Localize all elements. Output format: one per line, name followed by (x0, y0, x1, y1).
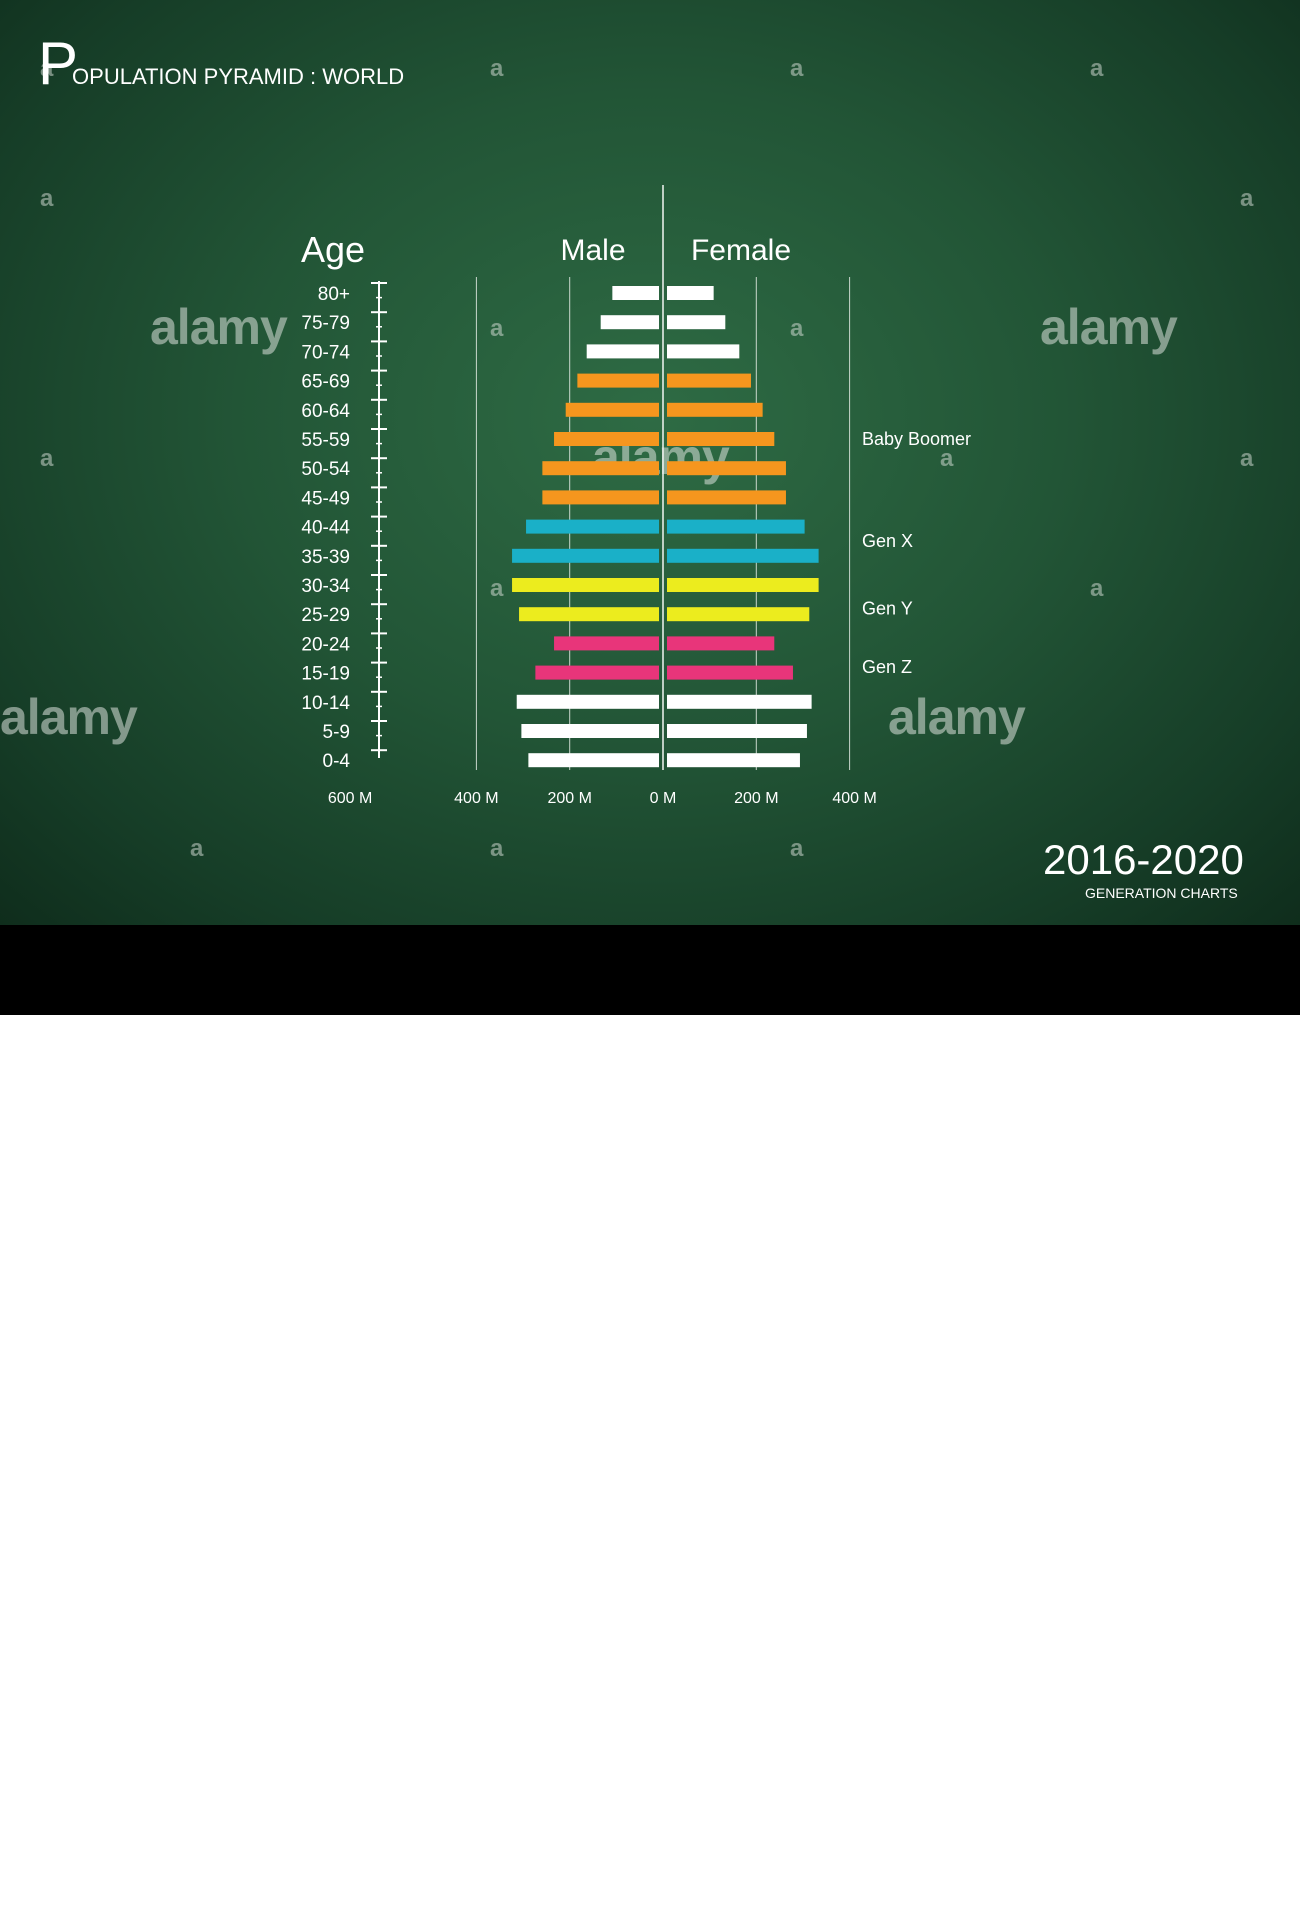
age-group-label: 80+ (318, 284, 350, 305)
female-bar (667, 461, 786, 476)
watermark-logo: alamy (888, 689, 1026, 745)
male-bar (535, 665, 659, 680)
male-bar (586, 344, 659, 359)
watermark-letter: a (940, 445, 954, 472)
male-bar (612, 286, 659, 300)
male-bar (542, 461, 659, 476)
period-label: 2016-2020 (1043, 836, 1244, 883)
female-bar (667, 548, 819, 563)
age-group-label: 0-4 (323, 751, 351, 772)
age-group-label: 75-79 (301, 313, 350, 334)
population-pyramid-chart: Male Female Age 80+ 75-79 70-74 65-69 60-64 55-5… (301, 185, 971, 807)
female-bar (667, 578, 819, 592)
male-bar (516, 694, 659, 709)
female-bar (667, 724, 807, 738)
x-tick-label: 0 M (650, 790, 677, 807)
age-group-label: 55-59 (301, 430, 350, 451)
x-tick-label: 400 M (454, 790, 498, 807)
male-bar (554, 636, 659, 651)
female-bar (667, 519, 805, 534)
age-group-label: 50-54 (301, 459, 350, 480)
age-group-label: 25-29 (301, 605, 350, 626)
male-bar (565, 402, 659, 417)
title-initial: P (38, 30, 79, 97)
male-bar (528, 753, 659, 768)
male-bar (526, 519, 659, 534)
watermark-letter: a (490, 315, 504, 342)
age-group-label: 5-9 (323, 722, 350, 743)
watermark-letter: a (1240, 185, 1254, 212)
watermark-logo: alamy (0, 689, 138, 745)
footer-image-id: GKNH1J (1194, 1877, 1250, 1893)
page-title: POPULATION PYRAMID : WORLD (38, 34, 404, 94)
female-bar (667, 694, 812, 709)
watermark-letter: a (790, 315, 804, 342)
watermark-letter: a (790, 55, 804, 82)
age-axis-title: Age (301, 229, 365, 270)
age-group-label: 35-39 (301, 547, 350, 568)
watermark-letter: a (1240, 445, 1254, 472)
female-bar (667, 286, 714, 300)
chalkboard: a a a a a a a a a a a a a a a a alamy al… (0, 0, 1300, 925)
generation-label: Gen X (862, 531, 913, 551)
female-bar (667, 607, 810, 622)
female-header: Female (691, 234, 791, 267)
title-text: OPULATION PYRAMID : WORLD (72, 64, 405, 89)
age-group-label: 10-14 (301, 693, 350, 714)
female-bar (667, 665, 793, 680)
female-bar (667, 490, 786, 505)
generation-label: Gen Z (862, 657, 912, 677)
x-tick-label: 600 M (328, 790, 372, 807)
x-tick-label: 400 M (832, 790, 876, 807)
male-bar (577, 373, 659, 388)
watermark-letter: a (490, 575, 504, 602)
watermark-letter: a (490, 835, 504, 862)
watermark-letter: a (190, 835, 204, 862)
watermark-letter: a (790, 835, 804, 862)
watermark-letter: a (40, 185, 54, 212)
male-bar (512, 548, 659, 563)
age-group-label: 70-74 (301, 342, 350, 363)
male-header: Male (560, 234, 625, 267)
female-bar (667, 315, 726, 330)
watermark-logo: alamy (150, 299, 288, 355)
footer-url: www.alamy.com (1111, 1897, 1250, 1917)
footer-bar: alamy GKNH1J www.alamy.com (0, 925, 1300, 1921)
female-bar (667, 753, 800, 768)
male-bar (554, 432, 659, 446)
female-bar (667, 636, 775, 651)
male-bar (521, 724, 659, 738)
watermark-letter: a (490, 55, 504, 82)
watermark-logo: alamy (1040, 299, 1178, 355)
footer-logo: alamy (48, 1868, 176, 1921)
female-bar (667, 402, 763, 417)
generation-label: Gen Y (862, 598, 913, 618)
age-group-label: 45-49 (301, 488, 350, 509)
age-group-label: 65-69 (301, 372, 350, 393)
age-group-label: 20-24 (301, 634, 350, 655)
watermark-letter: a (40, 445, 54, 472)
watermark-letter: a (1090, 55, 1104, 82)
age-group-label: 15-19 (301, 664, 350, 685)
female-bar (667, 432, 775, 446)
age-group-label: 40-44 (301, 518, 350, 539)
female-bar (667, 373, 751, 388)
generation-label: Baby Boomer (862, 429, 971, 449)
male-bar (600, 315, 659, 330)
x-tick-label: 200 M (547, 790, 591, 807)
period-sublabel: GENERATION CHARTS (1085, 885, 1238, 901)
male-bar (512, 578, 659, 592)
age-group-label: 30-34 (301, 576, 350, 597)
watermark-letter: a (1090, 575, 1104, 602)
watermark-letter: a (40, 55, 54, 82)
x-tick-label: 200 M (734, 790, 778, 807)
male-bar (542, 490, 659, 505)
male-bar (519, 607, 659, 622)
age-group-label: 60-64 (301, 401, 350, 422)
female-bar (667, 344, 740, 359)
